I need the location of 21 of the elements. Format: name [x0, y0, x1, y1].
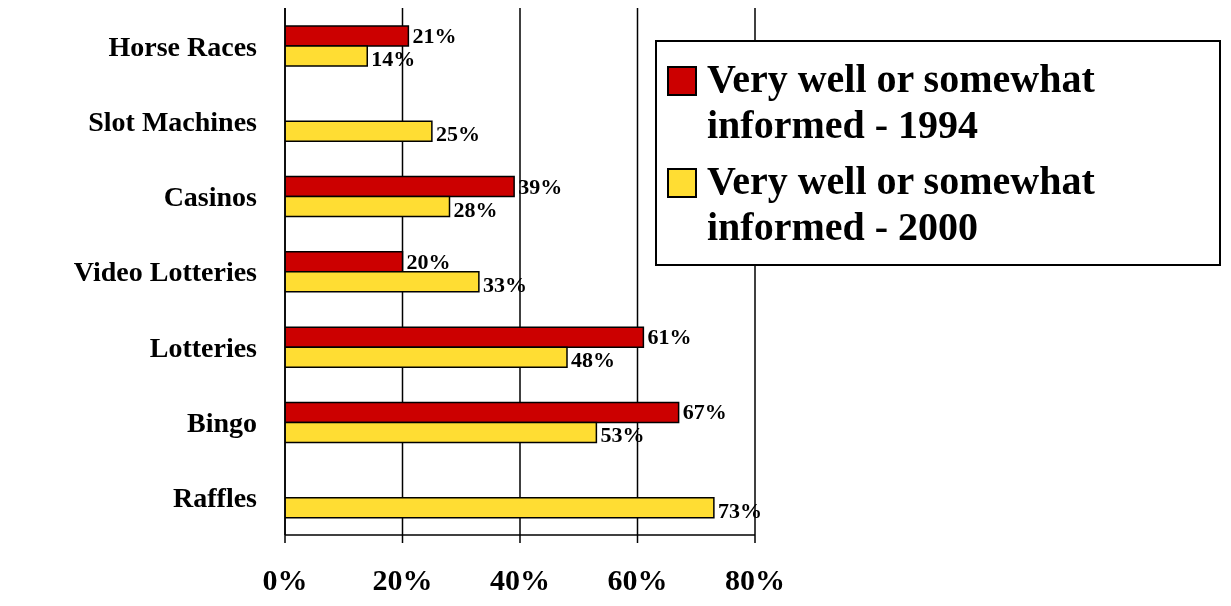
data-label: 61%: [647, 324, 692, 350]
data-label: 28%: [453, 196, 498, 222]
y-tick-label: Bingo: [186, 407, 257, 439]
data-label: 67%: [682, 399, 727, 425]
x-tick-label: 80%: [725, 563, 785, 597]
x-tick-label: 60%: [607, 563, 668, 597]
legend-label: Very well or somewhat informed - 1994: [707, 56, 1096, 148]
y-tick-label: Raffles: [173, 482, 258, 514]
data-label: 48%: [571, 347, 615, 373]
y-tick-label: Video Lotteries: [73, 256, 258, 288]
data-label: 25%: [435, 121, 480, 147]
y-tick-label: Horse Races: [108, 30, 258, 62]
data-label: 21%: [412, 23, 457, 48]
legend-label: Very well or somewhat informed - 2000: [707, 158, 1096, 250]
data-label: 20%: [406, 248, 451, 274]
x-tick-label: 40%: [490, 563, 550, 597]
x-tick-label: 0%: [262, 563, 308, 597]
y-tick-label: Casinos: [163, 181, 258, 213]
y-tick-label: Lotteries: [149, 331, 258, 363]
x-tick-label: 20%: [372, 563, 433, 597]
y-tick-label: Slot Machines: [88, 105, 258, 137]
